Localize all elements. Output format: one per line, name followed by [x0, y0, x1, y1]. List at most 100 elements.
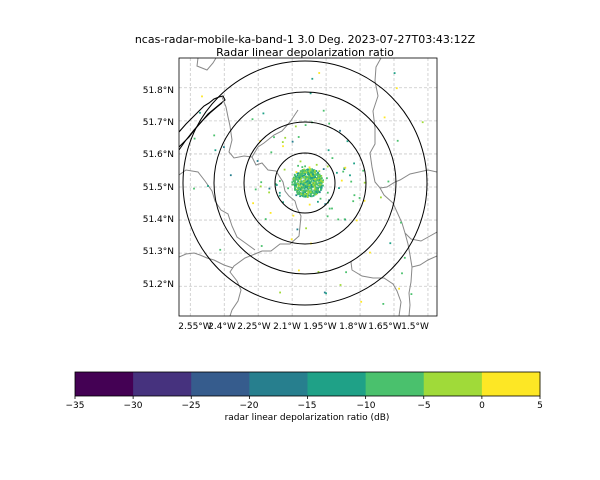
- echo-pixel: [292, 177, 295, 180]
- echo-pixel: [303, 176, 306, 178]
- echo-pixel: [299, 160, 302, 163]
- echo-pixel: [223, 146, 225, 148]
- echo-pixel: [315, 182, 318, 185]
- echo-pixel: [310, 177, 312, 179]
- echo-pixel: [294, 182, 296, 184]
- echo-pixel: [301, 182, 303, 185]
- echo-pixel: [313, 180, 316, 183]
- echo-pixel: [301, 195, 304, 197]
- echo-pixel: [297, 172, 300, 175]
- colorbar-tick-label: −30: [124, 401, 143, 411]
- echo-pixel: [300, 175, 303, 178]
- echo-pixel: [297, 178, 299, 181]
- echo-pixel: [279, 180, 281, 182]
- echo-pixel: [304, 193, 307, 195]
- echo-pixel: [320, 188, 323, 191]
- echo-pixel: [299, 171, 302, 174]
- echo-pixel: [319, 175, 322, 177]
- echo-pixel: [304, 169, 306, 172]
- echo-pixel: [306, 187, 309, 190]
- echo-pixel: [314, 187, 317, 190]
- echo-pixel: [295, 171, 298, 173]
- echo-pixel: [318, 181, 321, 184]
- echo-pixel: [310, 183, 312, 186]
- echo-pixel: [337, 218, 340, 221]
- echo-pixel: [299, 183, 302, 185]
- echo-pixel: [317, 174, 319, 177]
- echo-pixel: [313, 182, 316, 184]
- echo-pixel: [310, 173, 312, 176]
- echo-pixel: [343, 167, 346, 170]
- echo-pixel: [313, 176, 315, 179]
- echo-pixel: [410, 293, 413, 295]
- x-tick-label: 2.1°W: [273, 322, 301, 332]
- echo-pixel: [308, 166, 311, 169]
- figure-title: ncas-radar-mobile-ka-band-1 3.0 Deg. 202…: [135, 33, 476, 46]
- echo-pixel: [214, 149, 217, 152]
- echo-pixel: [320, 185, 323, 188]
- echo-pixel: [297, 176, 299, 178]
- radar-echoes: [193, 72, 424, 305]
- x-tick-label: 1.95°W: [303, 322, 337, 332]
- echo-pixel: [345, 271, 347, 274]
- echo-pixel: [301, 175, 304, 177]
- echo-pixel: [336, 171, 338, 174]
- echo-pixel: [309, 195, 312, 198]
- echo-pixel: [301, 171, 304, 174]
- echo-pixel: [306, 180, 309, 182]
- echo-pixel: [291, 183, 294, 186]
- colorbar: −35 −30 −25 −20 −15 −10 −5 0 5 radar lin…: [66, 371, 543, 423]
- echo-pixel: [260, 181, 263, 184]
- echo-pixel: [395, 87, 398, 90]
- echo-pixel: [302, 190, 305, 193]
- echo-pixel: [193, 137, 196, 140]
- echo-pixel: [343, 218, 346, 221]
- echo-pixel: [260, 245, 263, 247]
- echo-pixel: [307, 188, 310, 191]
- x-tick-label: 1.5°W: [401, 322, 429, 332]
- x-axis-labels: 2.55°W 2.4°W 2.25°W 2.1°W 1.95°W 1.8°W 1…: [178, 322, 429, 332]
- echo-pixel: [311, 168, 313, 171]
- echo-pixel: [292, 180, 295, 183]
- map-panel: [178, 57, 438, 317]
- echo-pixel: [320, 182, 323, 185]
- echo-pixel: [309, 182, 311, 184]
- echo-pixel: [303, 168, 306, 171]
- echo-pixel: [303, 182, 305, 185]
- echo-pixel: [327, 149, 330, 152]
- echo-pixel: [315, 163, 318, 166]
- echo-pixel: [304, 194, 307, 197]
- echo-pixel: [296, 188, 299, 191]
- echo-pixel: [318, 175, 321, 177]
- y-axis-labels: 51.8°N 51.7°N 51.6°N 51.5°N 51.4°N 51.3°…: [143, 86, 174, 290]
- echo-pixel: [314, 173, 317, 176]
- echo-pixel: [360, 300, 363, 303]
- coastline: [179, 102, 223, 151]
- colorbar-tick-label: −5: [417, 401, 430, 411]
- echo-pixel: [317, 191, 320, 194]
- echo-pixel: [311, 175, 313, 177]
- echo-pixel: [389, 242, 392, 245]
- echo-pixel: [300, 185, 303, 188]
- y-tick-label: 51.7°N: [143, 118, 174, 128]
- echo-pixel: [318, 186, 321, 189]
- echo-pixel: [275, 184, 278, 186]
- echo-pixel: [319, 178, 322, 180]
- echo-pixel: [306, 192, 309, 195]
- colorbar-tick-label: −25: [182, 401, 201, 411]
- echo-pixel: [400, 221, 402, 224]
- echo-pixel: [306, 176, 309, 178]
- y-tick-label: 51.5°N: [143, 183, 174, 193]
- echo-pixel: [310, 188, 313, 191]
- echo-pixel: [310, 180, 313, 182]
- echo-pixel: [279, 291, 281, 294]
- echo-pixel: [300, 177, 302, 180]
- echo-pixel: [331, 207, 333, 210]
- echo-pixel: [201, 95, 203, 98]
- echo-pixel: [299, 188, 302, 191]
- echo-pixel: [314, 172, 316, 175]
- echo-pixel: [307, 186, 310, 189]
- echo-pixel: [314, 178, 317, 181]
- echo-pixel: [318, 185, 321, 188]
